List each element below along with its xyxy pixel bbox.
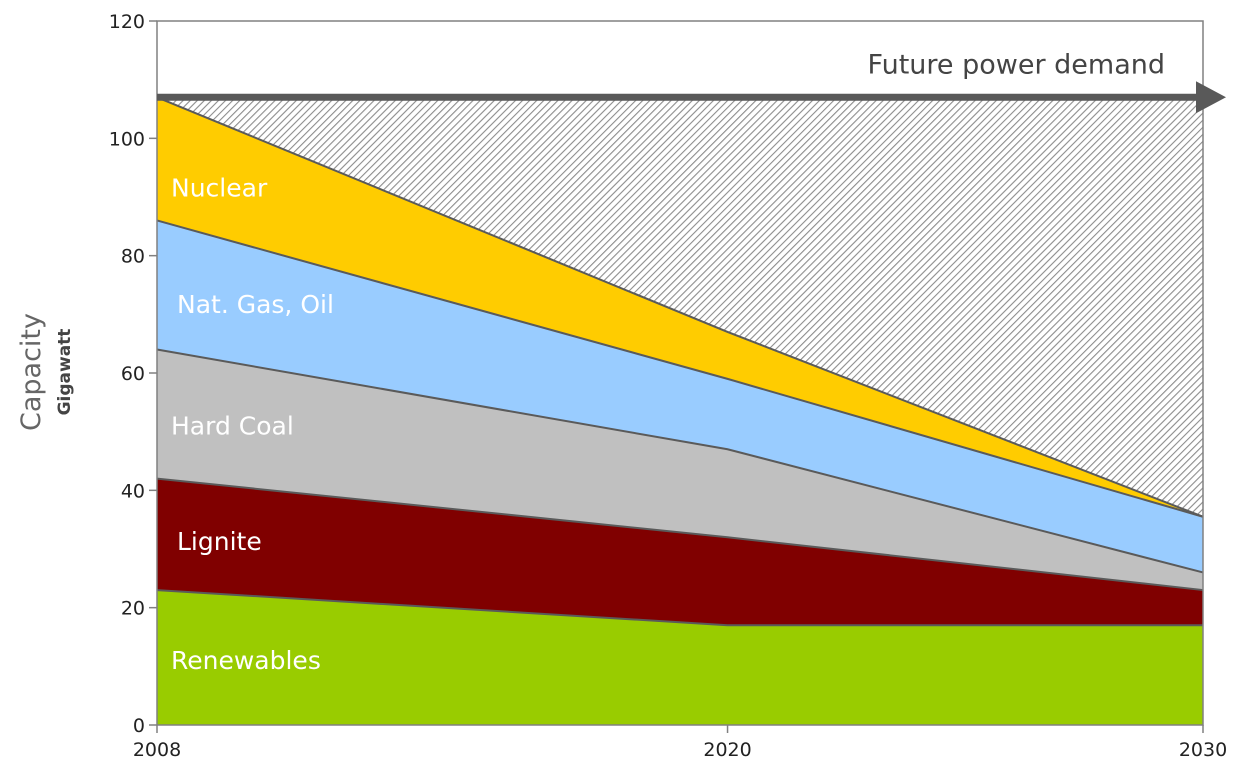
demand-label: Future power demand (868, 49, 1165, 80)
boundary-lignite (156, 477, 1204, 592)
y-tick-label: 100 (109, 128, 145, 150)
boundary-hard-coal (156, 348, 1204, 574)
series-labels: Renewables Lignite Hard Coal Nat. Gas, Oil N… (171, 174, 334, 675)
y-tick-label: 40 (121, 480, 145, 502)
boundary-renewables (156, 589, 1203, 627)
demand-gap-area (157, 97, 1203, 517)
demand-arrow: Future power demand (157, 49, 1226, 114)
y-axis-title: Capacity Gigawatt (16, 313, 75, 431)
y-tick-label: 80 (121, 246, 145, 268)
area-renewables (157, 590, 1203, 725)
boundary-nuclear (156, 96, 1204, 518)
y-tick-label: 20 (121, 598, 145, 620)
demand-gap-hatched-area (157, 97, 1203, 517)
area-lignite (157, 478, 1203, 626)
label-lignite: Lignite (177, 527, 262, 556)
demand-arrow-head (1196, 81, 1226, 114)
y-axis-label: Capacity (16, 313, 47, 431)
area-hard-coal (157, 349, 1203, 591)
x-tick-label: 2008 (133, 739, 181, 761)
label-nuclear: Nuclear (171, 174, 268, 203)
area-series (156, 96, 1204, 725)
area-nat-gas-oil (157, 220, 1203, 573)
x-tick-label: 2030 (1179, 739, 1227, 761)
y-tick-label: 0 (133, 715, 145, 737)
y-axis-unit-label: Gigawatt (55, 329, 75, 416)
label-hard-coal: Hard Coal (171, 412, 294, 441)
label-renewables: Renewables (171, 646, 321, 675)
y-tick-label: 60 (121, 363, 145, 385)
boundary-nat-gas-oil (156, 219, 1204, 518)
y-tick-label: 120 (109, 11, 145, 33)
axes: 0 20 40 60 80 100 120 2008 2020 2030 (109, 11, 1227, 761)
x-tick-label: 2020 (703, 739, 751, 761)
label-nat-gas-oil: Nat. Gas, Oil (177, 290, 334, 319)
